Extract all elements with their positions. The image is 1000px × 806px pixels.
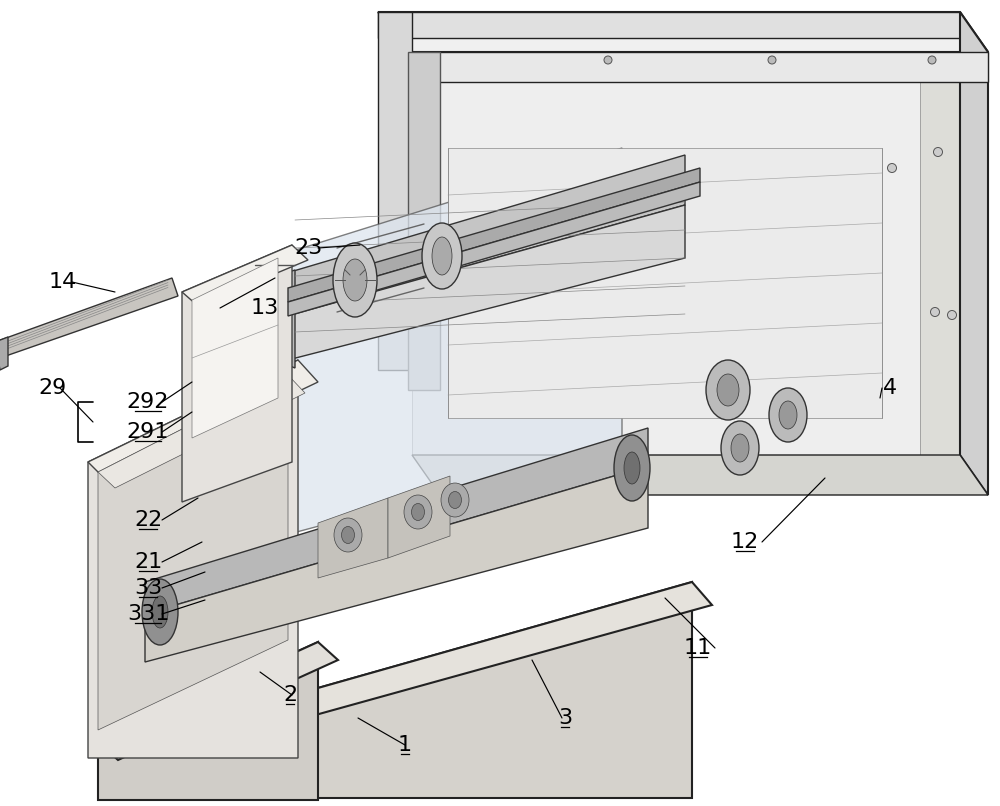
Ellipse shape — [343, 259, 367, 301]
Polygon shape — [288, 168, 700, 302]
Polygon shape — [960, 12, 988, 495]
Polygon shape — [248, 148, 622, 545]
Polygon shape — [192, 258, 278, 438]
Ellipse shape — [888, 164, 896, 172]
Polygon shape — [145, 428, 648, 614]
Polygon shape — [920, 38, 960, 455]
Text: 33: 33 — [134, 578, 162, 598]
Ellipse shape — [769, 388, 807, 442]
Ellipse shape — [934, 147, 942, 156]
Text: 3: 3 — [558, 708, 572, 728]
Polygon shape — [198, 582, 692, 798]
Polygon shape — [378, 12, 988, 52]
Polygon shape — [408, 52, 440, 390]
Polygon shape — [388, 476, 450, 558]
Text: 291: 291 — [127, 422, 169, 442]
Polygon shape — [378, 12, 412, 370]
Text: 29: 29 — [38, 378, 66, 398]
Ellipse shape — [624, 452, 640, 484]
Ellipse shape — [404, 495, 432, 529]
Ellipse shape — [334, 518, 362, 552]
Polygon shape — [98, 642, 318, 800]
Ellipse shape — [422, 223, 462, 289]
Polygon shape — [280, 270, 295, 368]
Polygon shape — [318, 498, 388, 578]
Text: 23: 23 — [294, 238, 322, 258]
Text: 11: 11 — [684, 638, 712, 658]
Ellipse shape — [432, 237, 452, 275]
Ellipse shape — [717, 374, 739, 406]
Polygon shape — [98, 642, 338, 760]
Text: 21: 21 — [134, 552, 162, 572]
Ellipse shape — [721, 421, 759, 475]
Ellipse shape — [768, 56, 776, 64]
Polygon shape — [0, 278, 178, 358]
Text: 14: 14 — [49, 272, 77, 292]
Ellipse shape — [948, 310, 956, 319]
Text: 13: 13 — [251, 298, 279, 318]
Polygon shape — [412, 455, 988, 495]
Polygon shape — [280, 155, 685, 318]
Ellipse shape — [412, 504, 424, 521]
Polygon shape — [88, 360, 298, 758]
Text: 4: 4 — [883, 378, 897, 398]
Ellipse shape — [604, 56, 612, 64]
Polygon shape — [378, 12, 960, 38]
Ellipse shape — [333, 243, 377, 317]
Polygon shape — [0, 337, 8, 370]
Text: 331: 331 — [127, 604, 169, 624]
Polygon shape — [288, 182, 700, 316]
Text: 292: 292 — [127, 392, 169, 412]
Ellipse shape — [142, 579, 178, 645]
Polygon shape — [408, 52, 988, 82]
Polygon shape — [182, 245, 308, 306]
Polygon shape — [255, 272, 285, 568]
Ellipse shape — [342, 526, 354, 543]
Text: 12: 12 — [731, 532, 759, 552]
Ellipse shape — [448, 492, 462, 509]
Polygon shape — [88, 360, 318, 482]
Polygon shape — [412, 38, 960, 455]
Ellipse shape — [930, 308, 940, 317]
Ellipse shape — [706, 360, 750, 420]
Text: 1: 1 — [398, 735, 412, 755]
Polygon shape — [145, 466, 648, 662]
Ellipse shape — [928, 56, 936, 64]
Ellipse shape — [731, 434, 749, 462]
Polygon shape — [98, 375, 305, 488]
Polygon shape — [98, 375, 288, 730]
Text: 2: 2 — [283, 685, 297, 705]
Ellipse shape — [152, 596, 168, 628]
Polygon shape — [182, 245, 292, 502]
Ellipse shape — [441, 483, 469, 517]
Polygon shape — [198, 582, 712, 742]
Text: 22: 22 — [134, 510, 162, 530]
Polygon shape — [280, 205, 685, 362]
Ellipse shape — [779, 401, 797, 429]
Polygon shape — [448, 148, 882, 418]
Ellipse shape — [614, 435, 650, 501]
